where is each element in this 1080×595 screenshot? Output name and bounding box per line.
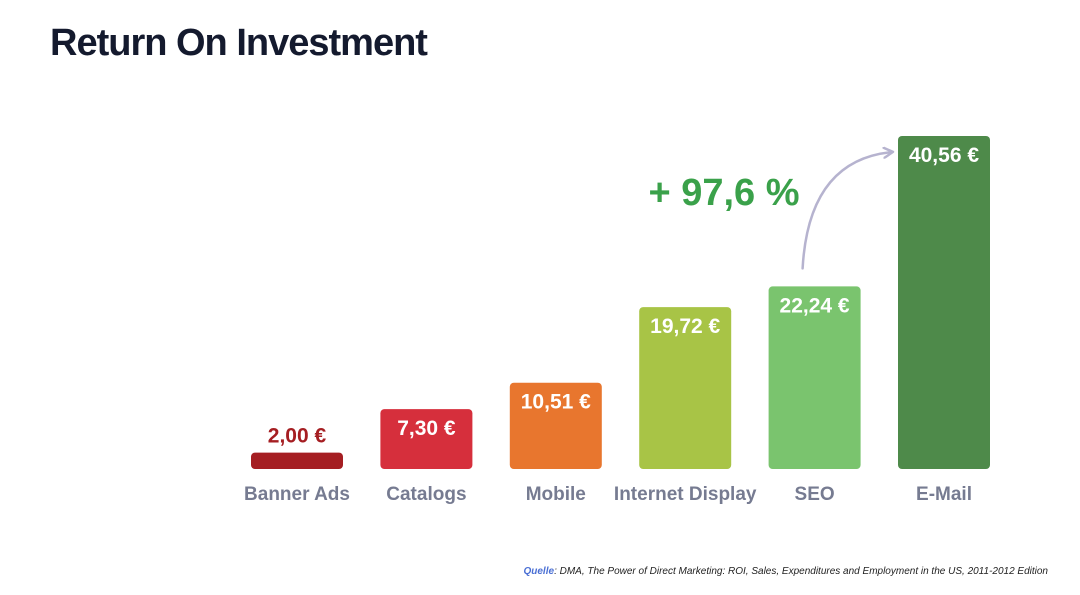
source-note: Quelle: DMA, The Power of Direct Marketi…: [523, 566, 1048, 577]
source-label: Quelle: [523, 566, 555, 577]
bar-seo: [768, 286, 861, 469]
growth-annotation: + 97,6 %: [648, 172, 799, 214]
value-label-mobile: 10,51 €: [521, 391, 591, 414]
bar-catalogs: [380, 409, 473, 469]
category-label-banner-ads: Banner Ads: [244, 484, 350, 505]
value-label-internet-display: 19,72 €: [650, 315, 720, 338]
value-label-banner-ads: 2,00 €: [268, 425, 327, 448]
bar-banner-ads: [251, 452, 343, 469]
category-label-e-mail: E-Mail: [916, 484, 972, 505]
value-label-seo: 22,24 €: [780, 294, 850, 317]
source-text: : DMA, The Power of Direct Marketing: RO…: [554, 566, 1048, 577]
category-label-catalogs: Catalogs: [386, 484, 466, 505]
category-label-seo: SEO: [795, 484, 835, 505]
category-label-mobile: Mobile: [526, 484, 586, 505]
bar-e-mail: [898, 136, 990, 469]
bar-internet-display: [639, 307, 732, 469]
page-title: Return On Investment: [50, 22, 428, 64]
growth-arrow: [801, 152, 892, 270]
value-label-e-mail: 40,56 €: [909, 144, 979, 167]
value-label-catalogs: 7,30 €: [397, 417, 456, 440]
bar-mobile: [509, 382, 602, 469]
category-label-internet-display: Internet Display: [614, 484, 757, 505]
